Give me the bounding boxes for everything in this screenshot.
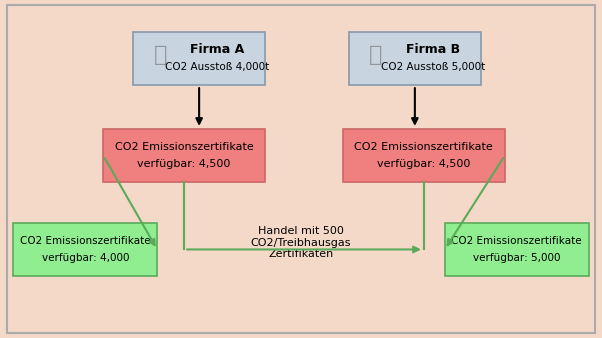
Text: CO2 Emissionszertifikate: CO2 Emissionszertifikate [452,236,582,246]
Text: 🏭: 🏭 [369,45,383,65]
Text: verfügbar: 4,000: verfügbar: 4,000 [42,253,129,263]
Text: CO2 Emissionszertifikate: CO2 Emissionszertifikate [355,142,493,152]
FancyBboxPatch shape [343,129,504,183]
Text: verfügbar: 4,500: verfügbar: 4,500 [377,159,471,169]
Text: CO2 Ausstoß 5,000t: CO2 Ausstoß 5,000t [380,62,485,72]
FancyBboxPatch shape [133,31,265,85]
Text: verfügbar: 5,000: verfügbar: 5,000 [473,253,560,263]
FancyBboxPatch shape [104,129,265,183]
Text: Handel mit 500
CO2/Treibhausgas
Zertifikaten: Handel mit 500 CO2/Treibhausgas Zertifik… [251,226,351,259]
FancyBboxPatch shape [7,5,595,333]
FancyBboxPatch shape [445,223,589,276]
Text: verfügbar: 4,500: verfügbar: 4,500 [137,159,231,169]
Text: Firma A: Firma A [190,44,244,56]
FancyBboxPatch shape [13,223,157,276]
Text: CO2 Emissionszertifikate: CO2 Emissionszertifikate [20,236,150,246]
Text: CO2 Ausstoß 4,000t: CO2 Ausstoß 4,000t [165,62,269,72]
Text: CO2 Emissionszertifikate: CO2 Emissionszertifikate [115,142,253,152]
Text: Firma B: Firma B [406,44,460,56]
FancyBboxPatch shape [349,31,481,85]
Text: 🏭: 🏭 [154,45,167,65]
